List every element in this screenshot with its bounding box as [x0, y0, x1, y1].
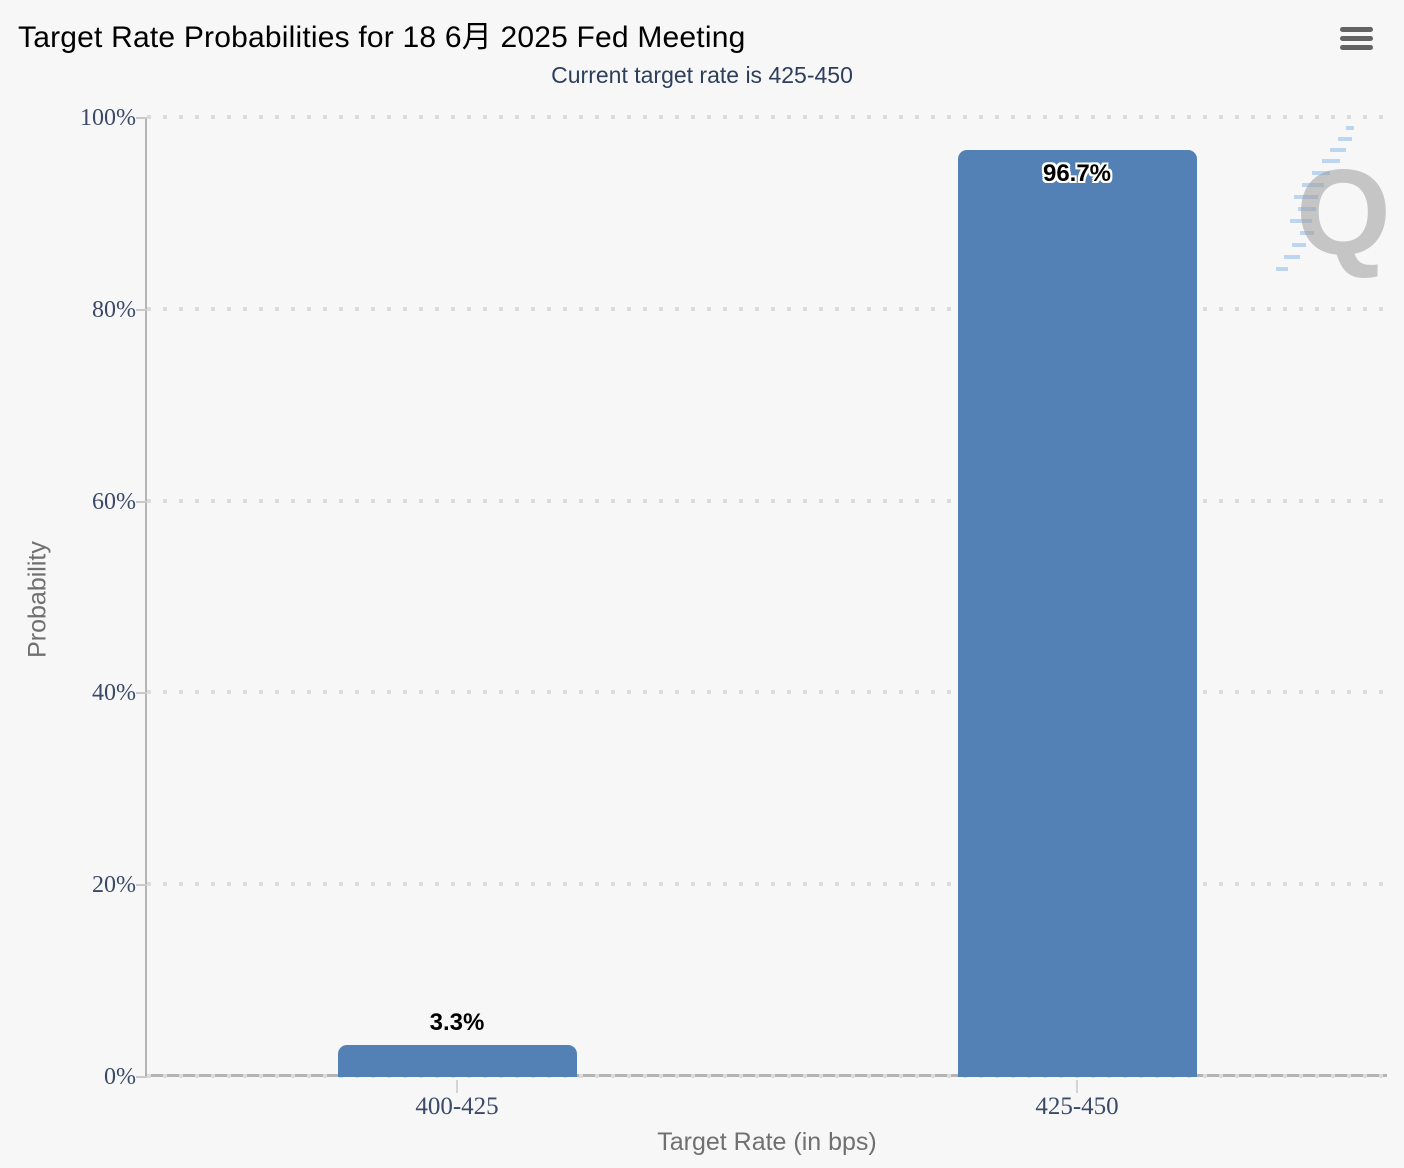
- probability-bar-425-450[interactable]: [957, 150, 1197, 1077]
- y-axis-title: Probability: [23, 541, 52, 658]
- hamburger-menu-icon: [1340, 35, 1373, 41]
- y-axis-tick: [136, 1076, 147, 1078]
- y-axis-tick: [136, 884, 147, 887]
- y-axis-tick-label: 20%: [92, 872, 136, 899]
- hamburger-menu-icon: [1340, 26, 1373, 32]
- plot-area: [145, 118, 1387, 1077]
- x-axis-tick: [1076, 1080, 1078, 1093]
- y-gridline: [147, 1074, 1387, 1078]
- hamburger-menu-icon: [1340, 44, 1373, 50]
- y-axis-tick-label: 40%: [92, 680, 136, 707]
- y-gridline: [147, 498, 1387, 503]
- bar-data-label: 96.7%: [1042, 160, 1112, 187]
- y-axis-tick-label: 0%: [104, 1064, 136, 1090]
- svg-text:Q: Q: [1296, 144, 1391, 280]
- x-axis-category-label: 400-425: [415, 1093, 499, 1120]
- y-axis-tick-label: 100%: [80, 105, 136, 131]
- y-axis-tick-label: 60%: [92, 488, 136, 515]
- x-axis-category-label: 425-450: [1035, 1093, 1119, 1120]
- chart-subtitle: Current target rate is 425-450: [551, 62, 853, 88]
- x-axis-title: Target Rate (in bps): [657, 1128, 877, 1156]
- y-axis-tick: [136, 117, 147, 119]
- watermark-q-logo: Q: [1276, 126, 1391, 280]
- y-gridline: [147, 882, 1387, 887]
- x-axis-tick: [456, 1080, 458, 1093]
- chart-context-menu-button[interactable]: [1340, 20, 1382, 56]
- y-gridline: [147, 306, 1387, 311]
- y-gridline: [147, 115, 1387, 119]
- y-gridline: [147, 690, 1387, 695]
- y-axis-tick: [136, 500, 147, 503]
- chart-title: Target Rate Probabilities for 18 6月 2025…: [18, 21, 746, 54]
- y-axis-tick-label: 80%: [92, 296, 136, 323]
- y-axis-tick: [136, 692, 147, 695]
- bar-data-label: 3.3%: [429, 1009, 485, 1036]
- y-axis-tick: [136, 308, 147, 311]
- probability-bar-400-425[interactable]: [337, 1045, 577, 1077]
